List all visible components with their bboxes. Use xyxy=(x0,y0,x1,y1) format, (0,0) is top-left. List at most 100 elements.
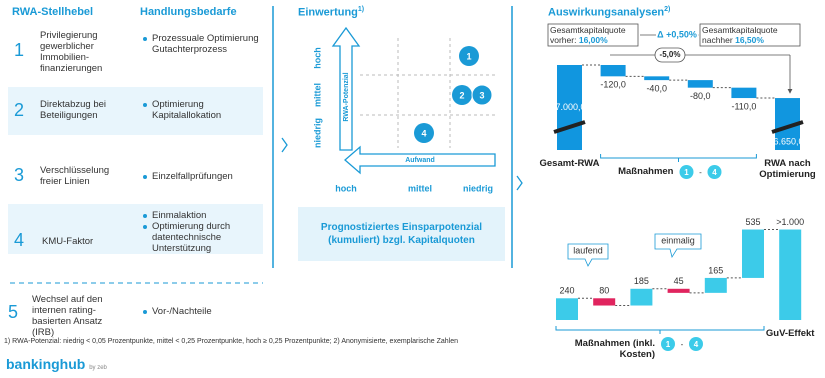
group-to: 4 xyxy=(694,340,699,349)
group-from: 1 xyxy=(666,340,671,349)
axis-break xyxy=(771,120,804,134)
point-label: 2 xyxy=(459,90,464,100)
header: RWA-Stellhebel xyxy=(12,6,94,18)
need: Einmalaktion xyxy=(143,210,252,221)
bar xyxy=(779,229,802,320)
header: Handlungsbedarfe xyxy=(140,6,237,18)
group-badge xyxy=(707,165,722,179)
bar xyxy=(667,288,690,293)
y-level: niedrig xyxy=(312,118,322,148)
title: Auswirkungsanalysen xyxy=(548,6,665,19)
bar xyxy=(557,65,582,150)
logo: bankinghub by zeb xyxy=(6,356,107,372)
point-label: 3 xyxy=(479,90,484,100)
value-label: 535 xyxy=(745,217,760,227)
y-level: hoch xyxy=(312,47,322,69)
x-axis-label: Aufwand xyxy=(405,157,435,164)
group-badge xyxy=(689,337,703,351)
row-bg xyxy=(8,204,263,254)
row-num: 5 xyxy=(8,302,19,322)
lever: Wechsel auf den internen rating-basierte… xyxy=(32,294,103,338)
row-bg xyxy=(8,87,263,135)
bar xyxy=(556,298,578,320)
lever: Direktabzug bei Beteiligungen xyxy=(40,99,107,121)
change: -5,0% xyxy=(660,50,681,59)
value-label: -40,0 xyxy=(646,83,667,93)
x-arrow xyxy=(344,145,496,175)
category-label: Gesamt-RWA xyxy=(539,158,600,169)
bar xyxy=(687,80,713,88)
group-sep: - xyxy=(681,340,684,349)
group-sep: - xyxy=(699,168,702,177)
group-badge xyxy=(679,165,694,179)
needs: Prozessuale Optimierung Gutachterprozess xyxy=(140,33,267,55)
value-label: -120,0 xyxy=(600,80,626,90)
lever: Verschlüsselung freier Linien xyxy=(40,165,110,187)
callout-before: Gesamtkapitalquote vorher: 16,00% xyxy=(550,25,638,45)
title: Einwertung xyxy=(298,6,358,19)
need: Optimierung durch datentechnische Unters… xyxy=(143,221,252,254)
summary: Prognostiziertes Einsparpotenzial (kumul… xyxy=(298,207,505,261)
point-label: 1 xyxy=(466,51,471,61)
value-label: >1.000 xyxy=(776,217,804,227)
matrix-points: 1 2 3 4 xyxy=(414,46,493,143)
value-label: 6.650,0 xyxy=(773,136,803,146)
matrix-grid xyxy=(360,38,497,148)
bar xyxy=(742,229,764,278)
row-num: 4 xyxy=(14,230,25,250)
bottom-callouts xyxy=(567,233,702,267)
callout-after: Gesamtkapitalquote nachher 16,50% xyxy=(702,25,800,45)
row-num: 3 xyxy=(14,165,25,185)
value-label: -80,0 xyxy=(690,91,711,101)
delta: Δ +0,50% xyxy=(657,29,697,39)
group-label: Maßnahmen xyxy=(618,166,674,177)
callout: einmalig xyxy=(661,235,695,245)
value-label: 7.000,0 xyxy=(555,102,585,112)
value: 16,50% xyxy=(735,35,764,45)
category-label: GuV-Effekt xyxy=(765,328,815,339)
row-num: 1 xyxy=(14,40,25,60)
delta-bg xyxy=(656,29,698,41)
value-label: 240 xyxy=(559,286,574,296)
header: Auswirkungsanalysen2) xyxy=(548,6,670,19)
lever: Privilegierung gewerblicher Immobilien-f… xyxy=(40,30,103,74)
sup: 2) xyxy=(664,6,671,13)
bar xyxy=(644,76,670,81)
group-bracket xyxy=(555,326,765,334)
needs: Optimierung Kapitalallokation xyxy=(140,99,252,121)
y-level: mittel xyxy=(312,83,322,107)
group-to: 4 xyxy=(712,168,717,177)
group-badge xyxy=(661,337,675,351)
value-label: 80 xyxy=(599,286,609,296)
value: 16,00% xyxy=(578,35,608,45)
needs: Vor-/Nachteile xyxy=(140,306,262,317)
value-label: 165 xyxy=(708,265,723,275)
point-label: 4 xyxy=(421,128,426,138)
value-label: -110,0 xyxy=(731,101,756,111)
value-label: 45 xyxy=(674,276,684,286)
chevron xyxy=(281,137,288,153)
need: Prozessuale Optimierung Gutachterprozess xyxy=(143,33,267,55)
category-label: RWA nach Optimierung xyxy=(759,158,816,180)
bar xyxy=(600,65,626,77)
lever: KMU-Faktor xyxy=(42,236,94,247)
axis-break xyxy=(553,120,586,134)
sup: 1) xyxy=(357,6,365,13)
header: Einwertung1) xyxy=(298,6,364,19)
row-num: 2 xyxy=(14,100,25,120)
y-arrow xyxy=(331,26,361,151)
logo-by: by zeb xyxy=(89,365,107,371)
need: Einzelfallprüfungen xyxy=(143,171,267,182)
footnote: 1) RWA-Potenzial: niedrig < 0,05 Prozent… xyxy=(4,338,459,345)
bar xyxy=(704,277,727,293)
needs: Einzelfallprüfungen xyxy=(140,171,267,182)
bar xyxy=(593,298,616,306)
x-level: hoch xyxy=(335,183,357,193)
group-label: Maßnahmen (inkl. Kosten) xyxy=(574,338,655,360)
group-from: 1 xyxy=(684,168,689,177)
label: Gesamtkapitalquote vorher: xyxy=(550,25,626,45)
x-level: mittel xyxy=(408,183,432,193)
x-level: niedrig xyxy=(463,183,493,193)
